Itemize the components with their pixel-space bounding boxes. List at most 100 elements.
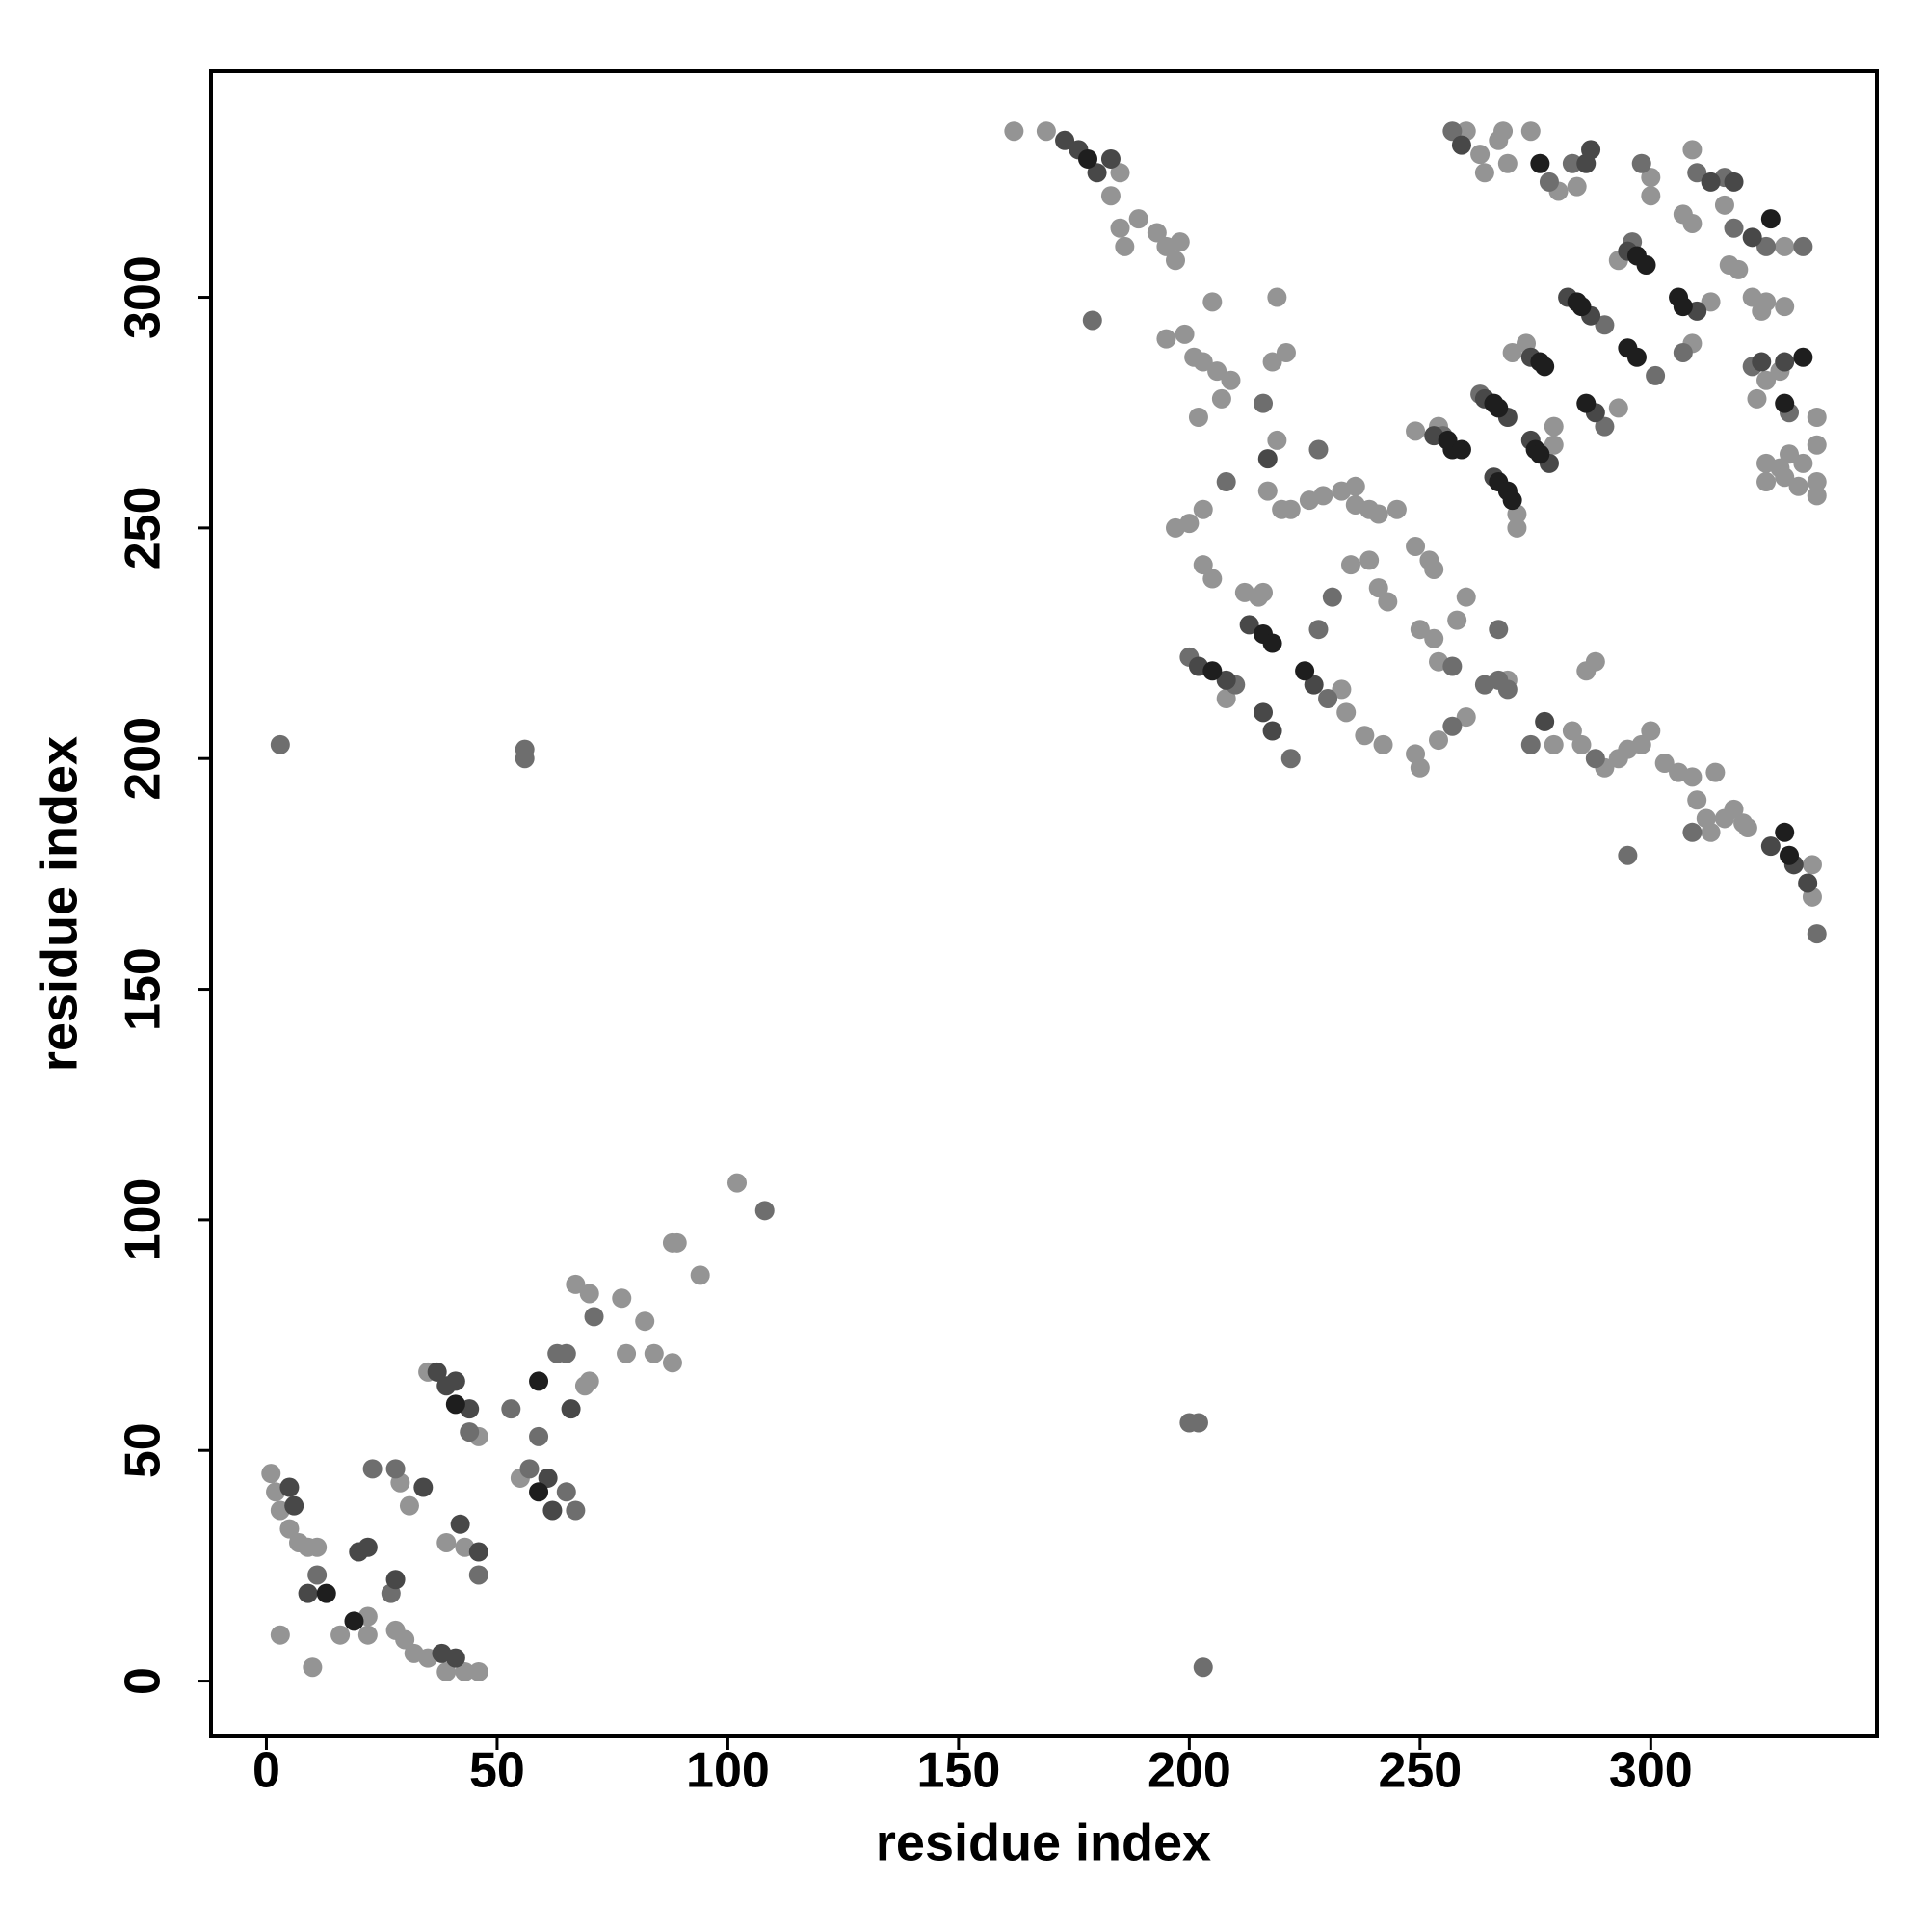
point [1322,587,1342,607]
x-tick-label: 100 [686,1743,770,1799]
point [270,734,290,754]
point [1807,472,1827,492]
point [1571,734,1592,754]
point [644,1343,664,1363]
point [1780,444,1799,464]
point [1489,620,1509,640]
point [1544,734,1564,754]
point [1714,195,1734,215]
point [1147,223,1167,243]
point [1539,172,1559,192]
point [1262,633,1282,653]
point [1202,292,1223,312]
point [1530,444,1550,464]
point [1373,734,1393,754]
point [1308,620,1329,640]
point [1166,251,1185,271]
point [1424,628,1444,648]
point [1193,555,1213,575]
point [445,1394,465,1415]
x-tick-label: 200 [1148,1743,1231,1799]
x-tick-label: 250 [1378,1743,1462,1799]
point [566,1500,586,1521]
x-tick-label: 0 [252,1743,280,1799]
point [1262,721,1282,741]
point [1295,661,1315,681]
point [1456,707,1476,728]
point [1318,688,1338,708]
point [1456,587,1476,607]
y-tick-label: 150 [116,947,172,1031]
point [1520,734,1541,754]
point [1682,767,1703,787]
point [1756,236,1777,256]
point [1193,1657,1213,1678]
point [1254,702,1273,723]
point [436,1661,457,1681]
point [1216,688,1236,708]
point [1502,490,1522,511]
point [1729,259,1749,279]
point [1280,499,1301,519]
point [1386,499,1407,519]
point [1442,656,1463,676]
point [460,1422,480,1442]
point [385,1459,406,1479]
point [307,1537,328,1557]
point [399,1495,419,1516]
point [1654,754,1675,774]
point [662,1353,682,1373]
point [1221,370,1241,390]
points [261,121,1827,1681]
point [1788,476,1808,496]
point [1100,186,1121,206]
point [1254,582,1273,602]
point [1687,790,1707,810]
point [1701,292,1721,312]
point [1308,439,1329,460]
point [1004,121,1024,142]
point [284,1495,304,1516]
point [1595,315,1615,335]
point [1618,845,1638,865]
point [1276,342,1296,362]
point [1775,352,1795,372]
point [362,1459,383,1479]
point [1576,393,1597,413]
point [1682,213,1703,233]
point [1535,711,1555,731]
point [1156,329,1176,349]
point [529,1426,549,1446]
point [1673,297,1693,317]
point [1257,449,1278,469]
point [1701,172,1721,192]
x-tick-label: 300 [1609,1743,1693,1799]
point [1110,218,1130,238]
point [1631,734,1651,754]
point [395,1629,415,1650]
point [298,1583,318,1603]
point [1626,347,1647,367]
point [1336,702,1357,723]
point [1562,721,1582,741]
point [303,1657,323,1678]
point [1216,670,1236,690]
point [566,1274,586,1294]
point [468,1565,488,1585]
point [1055,130,1075,150]
point [1705,762,1726,782]
point [1752,301,1772,321]
point [1775,297,1795,317]
point [754,1201,775,1221]
point [501,1399,521,1419]
point [1115,236,1135,256]
point [1378,592,1398,612]
point [1631,153,1651,173]
point [1780,845,1799,865]
point [1567,176,1587,197]
point [1447,610,1467,630]
point [1493,121,1514,142]
point [1507,517,1527,538]
point [1807,486,1827,506]
